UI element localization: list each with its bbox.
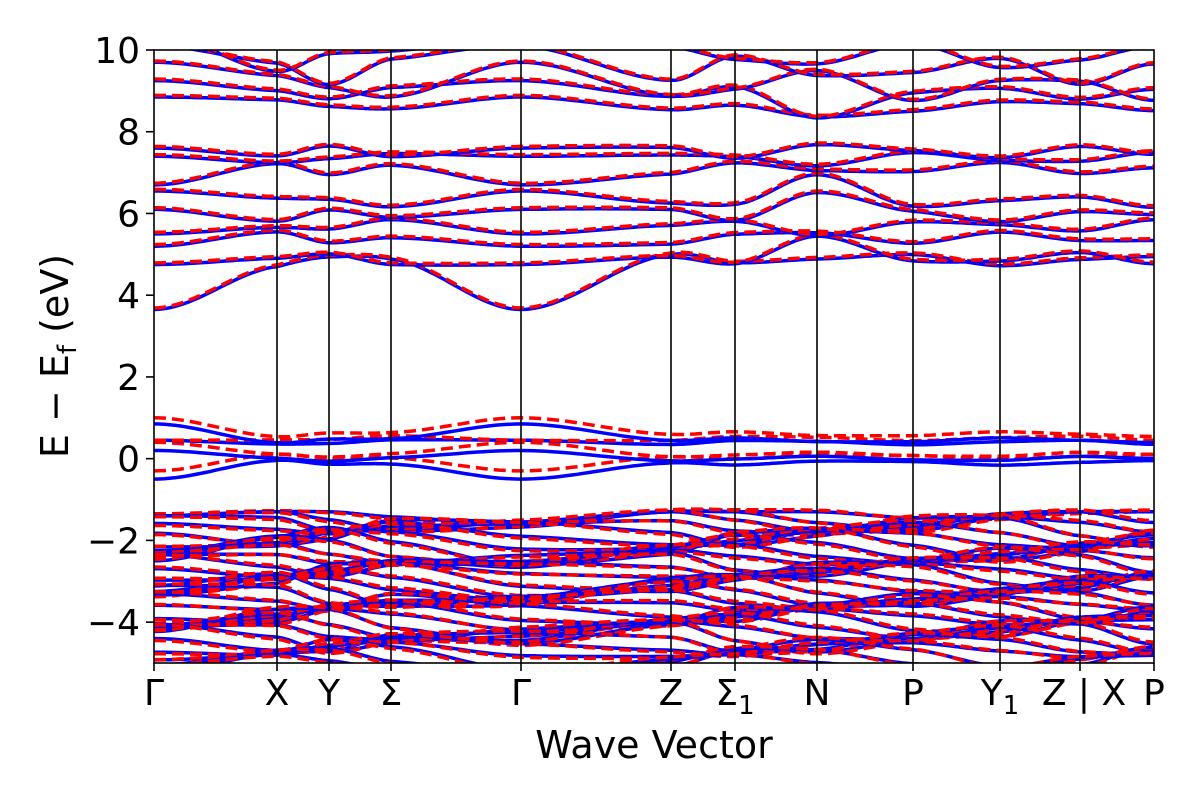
- band-lines: [154, 50, 1154, 663]
- x-tick-label: Y1: [980, 673, 1020, 721]
- x-tick-label-main: Γ: [511, 673, 531, 714]
- band-line-dashed: [154, 416, 1154, 439]
- x-tick-label: Σ: [380, 673, 403, 714]
- x-tick-label-subscript: 1: [1003, 691, 1020, 721]
- band-line-dashed: [154, 189, 1154, 222]
- y-tick-label: 0: [117, 440, 140, 481]
- band-line-dashed: [154, 440, 1154, 459]
- y-axis-title-subscript: f: [53, 344, 83, 354]
- x-tick-label-main: Z: [659, 673, 684, 714]
- band-line-dashed: [154, 610, 1154, 645]
- y-tick-label: 4: [117, 276, 140, 317]
- band-line-dashed: [209, 50, 1130, 72]
- x-tick-label: Γ: [144, 673, 164, 714]
- y-tick-label: 6: [117, 194, 140, 235]
- x-tick-label: Z | X: [1042, 673, 1126, 714]
- band-line-dashed: [161, 651, 1154, 663]
- y-tick-label: 2: [117, 358, 140, 399]
- x-tick-label: Y: [317, 673, 341, 714]
- x-tick-label-main: P: [1143, 673, 1165, 714]
- x-tick-label-main: Y: [980, 673, 1004, 714]
- x-tick-label-subscript: 1: [738, 691, 755, 721]
- band-line-dashed: [154, 623, 1154, 656]
- x-tick-label-main: N: [804, 673, 831, 714]
- band-line-dashed: [154, 591, 1154, 627]
- band-line-dashed: [177, 644, 1154, 663]
- band-line-solid: [154, 422, 1154, 445]
- high-symmetry-lines: [276, 50, 1081, 663]
- y-tick-label: 8: [117, 113, 140, 154]
- x-tick-label: P: [902, 673, 924, 714]
- x-tick-label: Z: [659, 673, 684, 714]
- band-line-dashed: [154, 250, 1154, 310]
- band-line-solid: [154, 458, 1154, 481]
- band-line-dashed: [154, 93, 1154, 118]
- x-tick-label-main: Σ: [380, 673, 403, 714]
- x-tick-label-main: Σ: [715, 673, 738, 714]
- band-line-dashed: [154, 228, 1154, 247]
- y-axis-title: E − Ef (eV): [33, 254, 83, 458]
- x-tick-label: Γ: [511, 673, 531, 714]
- y-tick-label: −2: [87, 521, 140, 562]
- y-tick-label: −4: [87, 603, 140, 644]
- y-tick-label: 10: [94, 31, 140, 72]
- plot-frame: [153, 49, 1155, 664]
- y-axis: −4 −2 0 2 4 6 8 10: [87, 31, 154, 644]
- y-axis-title-unit: (eV): [33, 254, 77, 345]
- band-line-dashed: [154, 570, 1154, 609]
- band-line-dashed: [154, 141, 1154, 159]
- x-tick-label-main: Γ: [144, 673, 164, 714]
- x-tick-label: P: [1143, 673, 1165, 714]
- band-line-dashed: [154, 232, 1154, 266]
- band-line-dashed: [154, 216, 1154, 237]
- x-tick-label: N: [804, 673, 831, 714]
- x-tick-label-main: P: [902, 673, 924, 714]
- band-line-solid: [154, 448, 1154, 463]
- band-line-solid: [154, 438, 1154, 447]
- band-line-dashed: [200, 635, 1154, 663]
- x-tick-label-main: X: [265, 673, 290, 714]
- band-line-dashed: [154, 77, 1154, 119]
- x-tick-label: X: [265, 673, 290, 714]
- y-axis-title-main: E − E: [33, 354, 77, 458]
- x-tick-label-main: Z | X: [1042, 673, 1126, 714]
- band-line-dashed: [154, 547, 1154, 567]
- x-axis-title: Wave Vector: [535, 723, 773, 767]
- band-line-dashed: [193, 50, 1154, 86]
- x-tick-label: Σ1: [715, 673, 754, 721]
- x-tick-label-main: Y: [317, 673, 341, 714]
- band-line-dashed: [154, 171, 1154, 208]
